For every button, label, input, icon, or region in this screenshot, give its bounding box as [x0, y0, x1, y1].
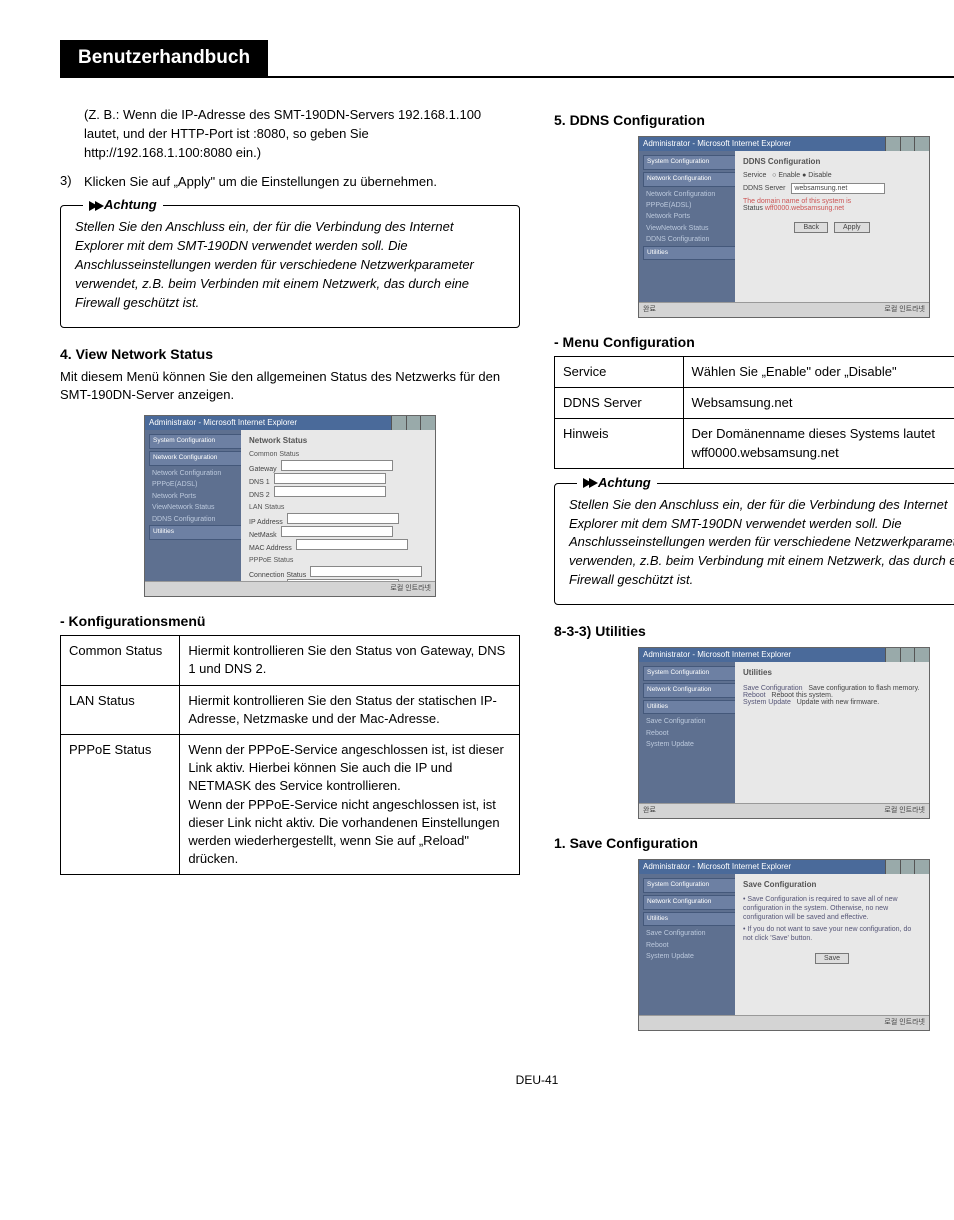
config-table: Common StatusHiermit kontrollieren Sie d… [60, 635, 520, 875]
cell: Websamsung.net [683, 388, 954, 419]
paragraph: Mit diesem Menü können Sie den allgemein… [60, 368, 520, 406]
cell: Wenn der PPPoE-Service angeschlossen ist… [180, 735, 520, 875]
cell: Hinweis [555, 419, 684, 468]
caution-text: Stellen Sie den Anschluss ein, der für d… [75, 219, 474, 309]
cell: PPPoE Status [61, 735, 180, 875]
screenshot-network-status: Administrator - Microsoft Internet Explo… [144, 415, 436, 597]
caution-box: Achtung Stellen Sie den Anschluss ein, d… [60, 205, 520, 327]
section-heading: - Konfigurationsmenü [60, 613, 520, 629]
cell: Common Status [61, 636, 180, 685]
section-heading: 8-3-3) Utilities [554, 623, 954, 639]
cell: DDNS Server [555, 388, 684, 419]
shot-titlebar: Administrator - Microsoft Internet Explo… [145, 416, 435, 430]
shot-sidebar: System Configuration Network Configurati… [145, 430, 249, 582]
caution-text: Stellen Sie den Anschluss ein, der für d… [569, 497, 954, 587]
section-heading: 5. DDNS Configuration [554, 112, 954, 128]
section-heading: 1. Save Configuration [554, 835, 954, 851]
title-bar: Benutzerhandbuch [60, 40, 954, 78]
cell: Service [555, 357, 684, 388]
screenshot-save-config: Administrator - Microsoft Internet Explo… [638, 859, 930, 1031]
page-title: Benutzerhandbuch [60, 40, 268, 76]
cell: LAN Status [61, 685, 180, 734]
menu-table: ServiceWählen Sie „Enable" oder „Disable… [554, 356, 954, 469]
cell: Hiermit kontrollieren Sie den Status von… [180, 636, 520, 685]
caution-label: Achtung [83, 196, 163, 215]
caution-label: Achtung [577, 474, 657, 493]
page-footer: DEU-41 [60, 1073, 954, 1087]
screenshot-ddns: Administrator - Microsoft Internet Explo… [638, 136, 930, 318]
section-heading: 4. View Network Status [60, 346, 520, 362]
cell: Hiermit kontrollieren Sie den Status der… [180, 685, 520, 734]
list-number: 3) [60, 173, 78, 192]
screenshot-utilities: Administrator - Microsoft Internet Explo… [638, 647, 930, 819]
arrow-icon [583, 478, 592, 488]
left-column: (Z. B.: Wenn die IP-Adresse des SMT-190D… [60, 106, 520, 1047]
cell: Der Domänenname dieses Systems lautet wf… [683, 419, 954, 468]
section-heading: - Menu Configuration [554, 334, 954, 350]
cell: Wählen Sie „Enable" oder „Disable" [683, 357, 954, 388]
right-column: 5. DDNS Configuration Administrator - Mi… [554, 106, 954, 1047]
caution-box: Achtung Stellen Sie den Anschluss ein, d… [554, 483, 954, 605]
note-paragraph: (Z. B.: Wenn die IP-Adresse des SMT-190D… [60, 106, 520, 163]
shot-main: Network Status Common Status Gateway DNS… [241, 430, 435, 582]
arrow-icon [89, 201, 98, 211]
list-text: Klicken Sie auf „Apply" um die Einstellu… [84, 173, 437, 192]
